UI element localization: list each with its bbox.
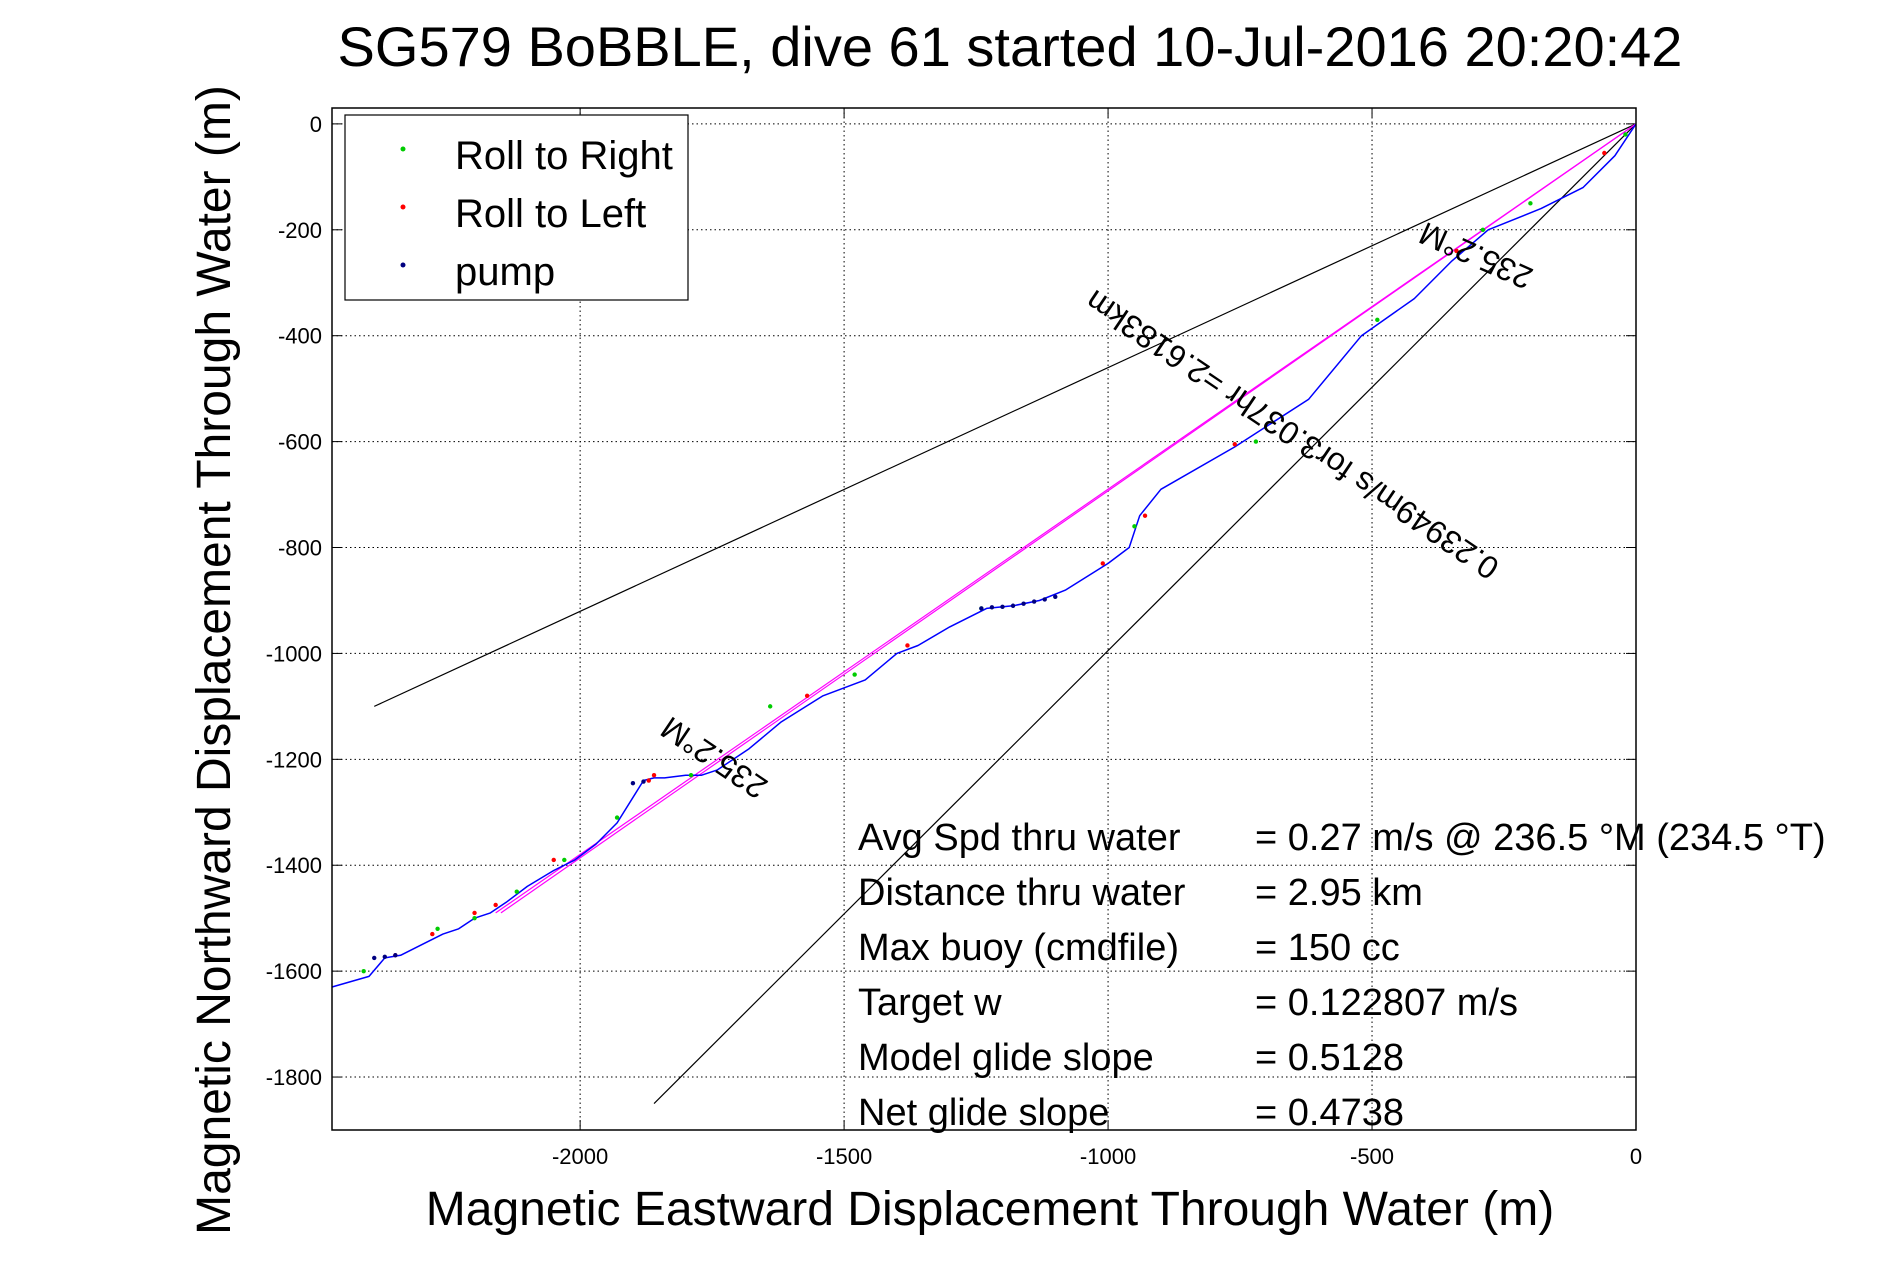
stat-label: Target w xyxy=(858,982,1002,1024)
y-tick-label: -800 xyxy=(278,536,322,561)
roll-right-point xyxy=(614,815,620,820)
legend-marker xyxy=(400,204,406,210)
pump-point xyxy=(372,955,377,961)
stat-label: Avg Spd thru water xyxy=(858,817,1181,859)
y-tick-label: -1800 xyxy=(266,1065,322,1090)
pump-point xyxy=(1021,601,1026,606)
pump-point xyxy=(382,954,387,960)
y-tick-label: -1400 xyxy=(266,853,322,878)
x-axis-label: Magnetic Eastward Displacement Through W… xyxy=(426,1183,1554,1236)
legend-entry-label: pump xyxy=(455,250,555,294)
pump-point xyxy=(979,606,984,611)
roll-right-point xyxy=(1375,317,1380,323)
y-tick-label: -200 xyxy=(278,218,322,243)
roll-right-point xyxy=(1253,439,1259,444)
roll-left-point xyxy=(493,902,498,908)
x-tick-label: 0 xyxy=(1630,1144,1642,1169)
roll-right-point xyxy=(767,704,773,709)
roll-right-point xyxy=(472,915,477,921)
y-tick-label: -1600 xyxy=(266,959,322,984)
legend-entry-label: Roll to Right xyxy=(455,134,673,178)
roll-right-point xyxy=(562,857,567,863)
legend: Roll to Right Roll to Left pump xyxy=(344,114,689,301)
heading-line xyxy=(373,123,1637,707)
stat-label: Model glide slope xyxy=(858,1037,1154,1079)
legend-marker xyxy=(400,146,406,152)
roll-left-point xyxy=(1232,442,1237,447)
roll-right-point xyxy=(435,926,440,931)
pump-point xyxy=(1042,597,1047,602)
roll-right-point xyxy=(361,968,366,974)
pump-point xyxy=(1000,604,1005,610)
pump-point xyxy=(393,953,398,958)
stat-label: Distance thru water xyxy=(858,872,1186,914)
roll-left-point xyxy=(430,931,435,937)
roll-right-point xyxy=(1480,227,1486,232)
x-tick-label: -1000 xyxy=(1080,1144,1136,1169)
roll-right-point xyxy=(688,773,694,778)
pump-point xyxy=(1010,603,1016,608)
legend-entry-label: Roll to Left xyxy=(455,192,646,236)
roll-left-point xyxy=(905,643,910,648)
y-tick-label: 0 xyxy=(310,112,322,137)
roll-right-point xyxy=(1623,132,1628,137)
x-tick-label: -500 xyxy=(1350,1144,1394,1169)
pump-point xyxy=(630,780,636,786)
roll-left-point xyxy=(646,778,651,783)
axes-frame xyxy=(331,107,1637,1131)
x-tick-label: -1500 xyxy=(816,1144,872,1169)
roll-right-point xyxy=(514,889,519,894)
roll-left-point xyxy=(551,857,556,863)
stat-value: = 150 cc xyxy=(1255,927,1400,969)
pump-point xyxy=(989,605,995,610)
legend-marker xyxy=(400,262,406,268)
stat-value: = 0.27 m/s @ 236.5 °M (234.5 °T) xyxy=(1255,817,1826,859)
x-tick-label: -2000 xyxy=(552,1144,608,1169)
stat-value: = 0.5128 xyxy=(1255,1037,1404,1079)
pump-point xyxy=(641,779,646,784)
roll-left-point xyxy=(651,773,657,778)
roll-left-point xyxy=(1454,248,1459,254)
stats-block: Avg Spd thru water = 0.27 m/s @ 236.5 °M … xyxy=(858,817,1826,1134)
roll-left-point xyxy=(472,910,477,916)
stat-label: Net glide slope xyxy=(858,1092,1109,1134)
roll-left-point xyxy=(1142,513,1148,518)
heading-lines xyxy=(373,123,1637,1104)
track-layer xyxy=(331,123,1637,988)
roll-left-point xyxy=(1602,150,1607,156)
y-tick-label: -1000 xyxy=(266,641,322,666)
roll-right-point xyxy=(1132,524,1137,529)
stat-value: = 0.122807 m/s xyxy=(1255,982,1518,1024)
stat-value: = 0.4738 xyxy=(1255,1092,1404,1134)
heading-line xyxy=(653,123,1637,1104)
roll-right-point xyxy=(852,672,857,677)
y-tick-label: -600 xyxy=(278,430,322,455)
pump-point xyxy=(1053,594,1058,599)
pump-point xyxy=(1031,599,1037,604)
y-tick-label: -1200 xyxy=(266,747,322,772)
stat-value: = 2.95 km xyxy=(1255,872,1423,914)
roll-left-point xyxy=(1100,561,1105,566)
stat-label: Max buoy (cmdfile) xyxy=(858,927,1179,969)
glider-track-line xyxy=(331,123,1637,988)
roll-right-point xyxy=(1528,201,1533,206)
heading-line xyxy=(500,123,1637,914)
marker-layer xyxy=(361,132,1628,974)
tick-labels: -2000 -1500 -1000 -500 0 0 -200 -400 -600 -800 -10… xyxy=(266,112,1642,1169)
roll-left-point xyxy=(804,693,810,698)
y-tick-label: -400 xyxy=(278,324,322,349)
y-axis-label: Magnetic Northward Displacement Through … xyxy=(188,85,241,1235)
chart-title: SG579 BoBBLE, dive 61 started 10-Jul-201… xyxy=(338,15,1683,78)
